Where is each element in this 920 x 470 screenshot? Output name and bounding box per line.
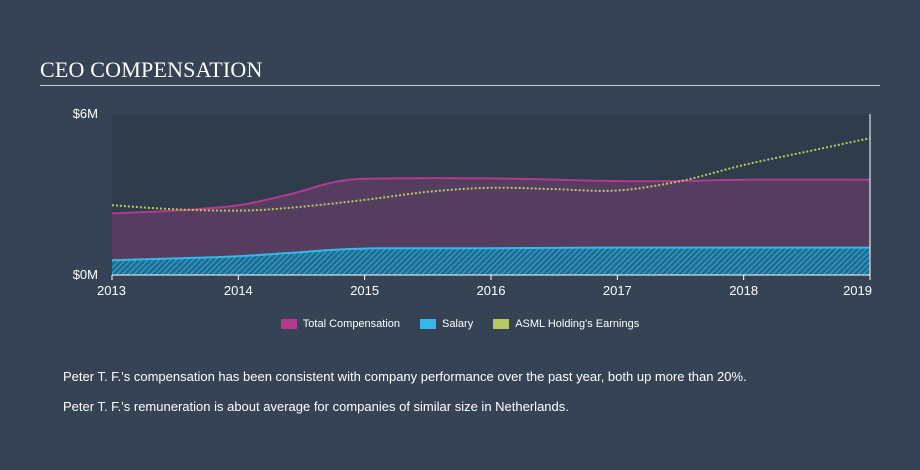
asml-holding-s-earnings-line bbox=[111, 137, 871, 212]
legend-swatch bbox=[280, 319, 297, 329]
legend-swatch bbox=[420, 319, 437, 329]
legend-swatch bbox=[493, 319, 510, 329]
legend-item-salary: Salary bbox=[420, 318, 473, 330]
x-tick-label: 2014 bbox=[224, 283, 253, 298]
summary-note-consistency: Peter T. F.'s compensation has been cons… bbox=[63, 369, 747, 384]
legend-item-total-compensation: Total Compensation bbox=[280, 318, 401, 330]
legend-item-asml-holding-s-earnings: ASML Holding's Earnings bbox=[493, 318, 639, 330]
page-title: CEO COMPENSATION bbox=[40, 57, 263, 82]
y-tick-label: $0M bbox=[73, 267, 98, 282]
x-tick-label: 2015 bbox=[350, 283, 379, 298]
y-tick-label: $6M bbox=[73, 106, 98, 121]
legend-label: Salary bbox=[442, 318, 474, 330]
legend-label: Total Compensation bbox=[302, 318, 401, 330]
x-tick-label: 2019 bbox=[843, 283, 872, 298]
x-tick-label: 2018 bbox=[729, 283, 758, 298]
x-tick-label: 2017 bbox=[603, 283, 632, 298]
salary-line bbox=[111, 246, 870, 262]
title-divider bbox=[40, 85, 880, 86]
total-compensation-line bbox=[111, 177, 871, 215]
x-tick-label: 2016 bbox=[477, 283, 506, 298]
chart-legend: Total Compensation Salary ASML Holding's E… bbox=[0, 318, 920, 330]
legend-label: ASML Holding's Earnings bbox=[515, 318, 640, 330]
salary-area bbox=[112, 247, 870, 275]
summary-note-average: Peter T. F.'s remuneration is about aver… bbox=[63, 399, 569, 414]
x-tick-label: 2013 bbox=[97, 283, 126, 298]
